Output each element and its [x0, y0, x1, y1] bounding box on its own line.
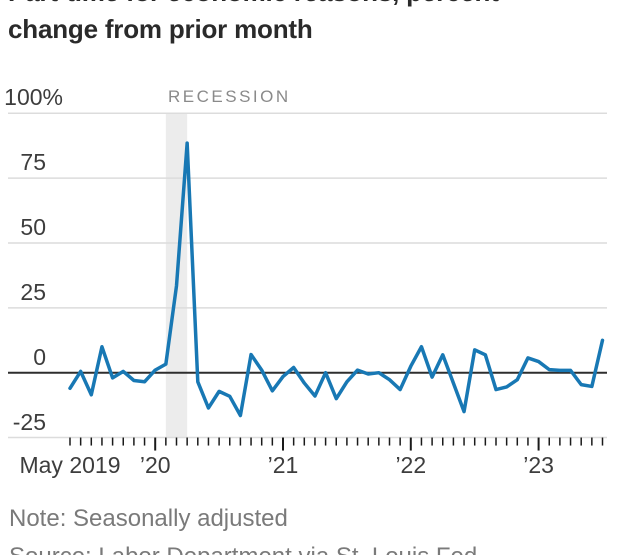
- x-axis-label: ’21: [267, 452, 299, 478]
- y-axis-label: 25: [20, 278, 46, 305]
- x-axis-label: ’23: [523, 452, 554, 478]
- chart-title-line1: Part-time for economic reasons, percent: [8, 0, 608, 11]
- x-axis-label: ’20: [139, 452, 171, 478]
- source-text: Source: Labor Department via St. Louis F…: [9, 543, 477, 555]
- note-text: Note: Seasonally adjusted: [9, 505, 288, 532]
- y-axis-label: 100%: [4, 84, 63, 111]
- y-axis-label: 50: [20, 214, 46, 240]
- x-axis-label: May 2019: [19, 452, 121, 478]
- y-axis-label: 75: [20, 149, 46, 176]
- data-line: [68, 141, 605, 418]
- x-axis-label: ’22: [395, 452, 427, 478]
- recession-label: RECESSION: [168, 87, 291, 106]
- chart-title-line2: change from prior month: [8, 14, 313, 44]
- chart-title: Part-time for economic reasons, percent …: [8, 0, 608, 48]
- y-axis-label: -25: [12, 408, 46, 435]
- y-axis-label: 0: [33, 343, 46, 370]
